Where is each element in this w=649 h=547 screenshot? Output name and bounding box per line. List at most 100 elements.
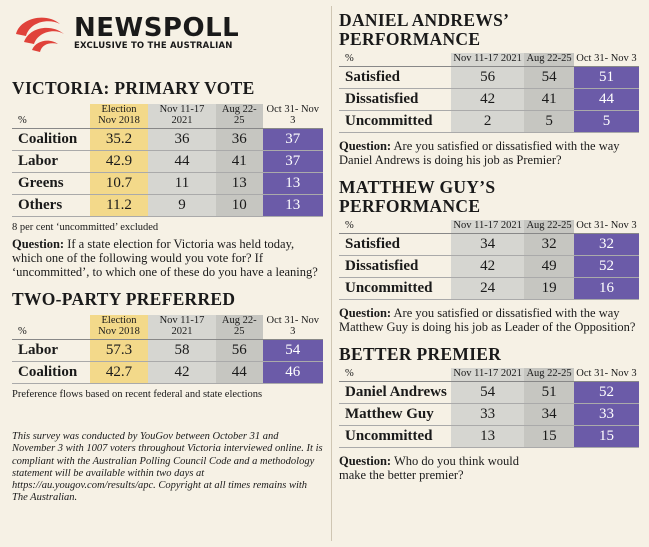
col-header: Aug 22-25 (524, 368, 574, 382)
cell: 15 (524, 425, 574, 448)
col-header: Nov 11-17 2021 (451, 53, 525, 67)
primary-vote-header-row: % Election Nov 2018 Nov 11-17 2021 Aug 2… (12, 104, 323, 129)
cell: 13 (215, 172, 263, 195)
col-header: Aug 22-25 (215, 104, 263, 129)
cell: 13 (262, 194, 323, 217)
cell: 54 (451, 381, 525, 404)
table-row: Uncommitted 13 15 15 (339, 425, 639, 448)
col-header: Nov 11-17 2021 (148, 104, 216, 129)
primary-vote-note: 8 per cent ‘uncommitted’ excluded (12, 222, 159, 233)
question-label: Question: (339, 454, 392, 468)
col-header: Nov 11-17 2021 (148, 315, 216, 340)
table-row: Others 11.2 9 10 13 (12, 194, 323, 217)
cell: 41 (524, 88, 574, 111)
col-header: Nov 11-17 2021 (451, 368, 525, 382)
cell: 19 (524, 277, 574, 300)
guy-question: Question: Are you satisfied or dissatisf… (339, 306, 639, 334)
row-label: Dissatisfied (339, 255, 451, 278)
cell: 10 (215, 194, 263, 217)
cell: 42 (451, 255, 525, 278)
primary-vote-title: VICTORIA: PRIMARY VOTE (12, 78, 255, 98)
col-header: Aug 22-25 (215, 315, 263, 340)
cell: 36 (215, 128, 263, 151)
better-premier-table: % Nov 11-17 2021 Aug 22-25 Oct 31- Nov 3… (339, 368, 639, 448)
cell: 54 (262, 339, 323, 362)
col-header: Oct 31- Nov 3 (573, 53, 639, 67)
cell: 13 (262, 172, 323, 195)
cell: 34 (524, 403, 574, 426)
logo-name: NEWSPOLL (74, 13, 240, 43)
cell: 34 (451, 233, 525, 256)
col-header: Nov 11-17 2021 (451, 220, 525, 234)
row-label: Dissatisfied (339, 88, 451, 111)
row-label: Labor (12, 339, 90, 362)
cell: 49 (524, 255, 574, 278)
cell: 41 (215, 150, 263, 173)
table-row: Satisfied 34 32 32 (339, 233, 639, 256)
survey-footnote: This survey was conducted by YouGov betw… (12, 431, 323, 504)
tpp-header-row: % Election Nov 2018 Nov 11-17 2021 Aug 2… (12, 315, 323, 340)
cell: 44 (573, 88, 639, 111)
table-row: Greens 10.7 11 13 13 (12, 172, 323, 195)
right-column: DANIEL ANDREWS’ PERFORMANCE % Nov 11-17 … (331, 0, 649, 547)
cell: 11.2 (90, 194, 148, 217)
col-header: Election Nov 2018 (90, 104, 148, 129)
cell: 16 (573, 277, 639, 300)
cell: 42 (451, 88, 525, 111)
cell: 42.9 (90, 150, 148, 173)
table-row: Coalition 42.7 42 44 46 (12, 361, 323, 384)
table-row: Uncommitted 24 19 16 (339, 277, 639, 300)
col-header: Oct 31- Nov 3 (262, 104, 323, 129)
row-label: Uncommitted (339, 425, 451, 448)
table-row: Daniel Andrews 54 51 52 (339, 381, 639, 404)
cell: 5 (573, 110, 639, 133)
tpp-note: Preference flows based on recent federal… (12, 389, 263, 400)
andrews-question: Question: Are you satisfied or dissatisf… (339, 139, 639, 167)
cell: 33 (451, 403, 525, 426)
cell: 52 (573, 381, 639, 404)
cell: 32 (524, 233, 574, 256)
question-label: Question: (339, 306, 392, 320)
question-label: Question: (12, 237, 65, 251)
row-label: Others (12, 194, 90, 217)
cell: 44 (215, 361, 263, 384)
table-row: Matthew Guy 33 34 33 (339, 403, 639, 426)
question-text: Who do you think would make the better p… (339, 454, 519, 482)
table-row: Labor 42.9 44 41 37 (12, 150, 323, 173)
cell: 11 (148, 172, 216, 195)
table-row: Satisfied 56 54 51 (339, 66, 639, 89)
cell: 9 (148, 194, 216, 217)
question-text: Are you satisfied or dissatisfied with t… (339, 306, 636, 334)
logo-tagline: EXCLUSIVE TO THE AUSTRALIAN (74, 41, 233, 51)
table-row: Uncommitted 2 5 5 (339, 110, 639, 133)
cell: 35.2 (90, 128, 148, 151)
cell: 36 (148, 128, 216, 151)
row-label: Coalition (12, 361, 90, 384)
cell: 33 (573, 403, 639, 426)
better-premier-title: BETTER PREMIER (339, 344, 502, 364)
col-header: Aug 22-25 (524, 220, 574, 234)
row-label: Uncommitted (339, 110, 451, 133)
andrews-title-line-1: DANIEL ANDREWS’ (339, 10, 510, 30)
andrews-table: % Nov 11-17 2021 Aug 22-25 Oct 31- Nov 3… (339, 53, 639, 133)
question-text: Are you satisfied or dissatisfied with t… (339, 139, 620, 167)
cell: 24 (451, 277, 525, 300)
primary-vote-question: Question: If a state election for Victor… (12, 237, 323, 279)
better-premier-header-row: % Nov 11-17 2021 Aug 22-25 Oct 31- Nov 3 (339, 368, 639, 382)
col-header: Election Nov 2018 (90, 315, 148, 340)
andrews-header-row: % Nov 11-17 2021 Aug 22-25 Oct 31- Nov 3 (339, 53, 639, 67)
pct-label: % (12, 104, 90, 129)
pct-label: % (12, 315, 90, 340)
cell: 15 (573, 425, 639, 448)
tpp-title: TWO-PARTY PREFERRED (12, 289, 236, 309)
guy-header-row: % Nov 11-17 2021 Aug 22-25 Oct 31- Nov 3 (339, 220, 639, 234)
question-text: If a state election for Victoria was hel… (12, 237, 318, 279)
cell: 44 (148, 150, 216, 173)
cell: 42 (148, 361, 216, 384)
cell: 54 (524, 66, 574, 89)
newspoll-logo: NEWSPOLL EXCLUSIVE TO THE AUSTRALIAN (12, 8, 323, 58)
row-label: Labor (12, 150, 90, 173)
row-label: Satisfied (339, 233, 451, 256)
table-row: Dissatisfied 42 49 52 (339, 255, 639, 278)
row-label: Daniel Andrews (339, 381, 451, 404)
